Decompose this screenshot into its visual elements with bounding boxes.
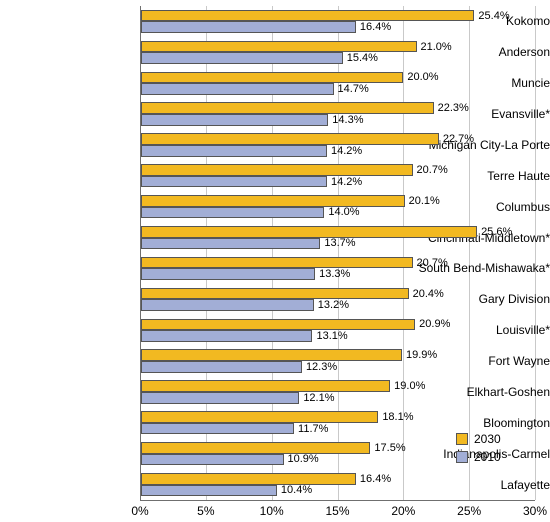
x-tick-label: 15% — [325, 504, 349, 518]
bar-2010 — [141, 21, 356, 33]
bar-value-label: 14.0% — [328, 206, 359, 218]
bar-value-label: 20.9% — [419, 318, 450, 330]
bar-value-label: 25.6% — [481, 226, 512, 238]
bar-value-label: 14.2% — [331, 176, 362, 188]
bar-2010 — [141, 268, 315, 280]
bar-2010 — [141, 485, 277, 497]
x-tick-label: 10% — [260, 504, 284, 518]
bar-value-label: 14.2% — [331, 145, 362, 157]
bar-2030 — [141, 349, 402, 361]
bar-value-label: 13.3% — [319, 268, 350, 280]
legend-swatch — [456, 451, 468, 463]
bar-2030 — [141, 226, 477, 238]
bar-value-label: 13.7% — [324, 237, 355, 249]
bar-2010 — [141, 330, 312, 342]
bar-value-label: 22.3% — [438, 102, 469, 114]
bar-2030 — [141, 288, 409, 300]
bar-value-label: 20.4% — [413, 288, 444, 300]
bar-value-label: 11.7% — [298, 423, 328, 435]
x-axis-line — [140, 500, 535, 501]
legend-label: 2010 — [474, 450, 501, 464]
bar-2030 — [141, 164, 413, 176]
bar-2030 — [141, 195, 405, 207]
bar-2030 — [141, 72, 403, 84]
bar-2030 — [141, 411, 378, 423]
bar-2030 — [141, 257, 413, 269]
bar-2030 — [141, 319, 415, 331]
x-tick-label: 30% — [523, 504, 547, 518]
bar-value-label: 22.7% — [443, 133, 474, 145]
category-label: Fort Wayne — [418, 354, 550, 368]
bar-2010 — [141, 114, 328, 126]
bar-2030 — [141, 133, 439, 145]
bar-value-label: 13.1% — [316, 330, 347, 342]
bar-value-label: 10.4% — [281, 484, 312, 496]
bar-value-label: 17.5% — [374, 442, 405, 454]
bar-value-label: 19.0% — [394, 380, 425, 392]
legend-swatch — [456, 433, 468, 445]
bar-2010 — [141, 145, 327, 157]
category-label: Lafayette — [418, 478, 550, 492]
x-tick-label: 25% — [457, 504, 481, 518]
bar-2010 — [141, 176, 327, 188]
bar-value-label: 14.3% — [332, 114, 363, 126]
bar-value-label: 10.9% — [288, 453, 319, 465]
bar-value-label: 16.4% — [360, 473, 391, 485]
x-tick-label: 5% — [197, 504, 214, 518]
bar-2010 — [141, 423, 294, 435]
bar-2010 — [141, 299, 314, 311]
bar-value-label: 12.3% — [306, 361, 337, 373]
bar-2030 — [141, 41, 417, 53]
bar-2030 — [141, 10, 474, 22]
bar-value-label: 20.7% — [417, 164, 448, 176]
bar-2010 — [141, 207, 324, 219]
bar-2030 — [141, 442, 370, 454]
bar-2010 — [141, 392, 299, 404]
category-label: Elkhart-Goshen — [418, 385, 550, 399]
bar-2010 — [141, 83, 334, 95]
bar-value-label: 16.4% — [360, 21, 391, 33]
x-tick-label: 20% — [391, 504, 415, 518]
bar-value-label: 14.7% — [338, 83, 369, 95]
legend: 2030 2010 — [456, 432, 501, 468]
bar-value-label: 20.0% — [407, 71, 438, 83]
bar-value-label: 20.1% — [409, 195, 440, 207]
x-tick-label: 0% — [131, 504, 148, 518]
bar-value-label: 15.4% — [347, 52, 378, 64]
bar-value-label: 21.0% — [421, 41, 452, 53]
bar-2010 — [141, 52, 343, 64]
bar-2010 — [141, 361, 302, 373]
bar-2030 — [141, 380, 390, 392]
legend-item: 2030 — [456, 432, 501, 446]
category-label: Bloomington — [418, 416, 550, 430]
bar-2010 — [141, 238, 320, 250]
legend-label: 2030 — [474, 432, 501, 446]
bar-2030 — [141, 473, 356, 485]
bar-2030 — [141, 102, 434, 114]
bar-value-label: 19.9% — [406, 349, 437, 361]
grouped-horizontal-bar-chart: 0%5%10%15%20%25%30%Kokomo25.4%16.4%Ander… — [0, 0, 550, 522]
bar-value-label: 13.2% — [318, 299, 349, 311]
bar-value-label: 25.4% — [478, 10, 509, 22]
x-grid-line — [403, 6, 404, 500]
bar-value-label: 12.1% — [303, 392, 334, 404]
bar-value-label: 20.7% — [417, 257, 448, 269]
bar-2010 — [141, 454, 284, 466]
bar-value-label: 18.1% — [382, 411, 413, 423]
legend-item: 2010 — [456, 450, 501, 464]
